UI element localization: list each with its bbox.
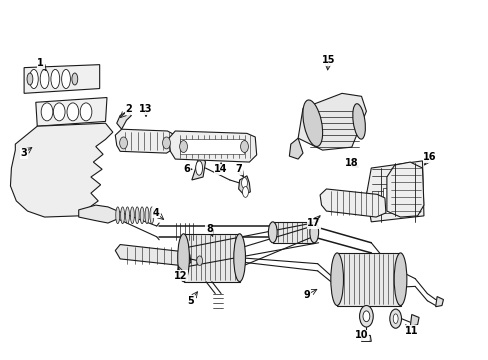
Ellipse shape <box>135 207 139 224</box>
Text: 2: 2 <box>125 104 132 114</box>
Text: 14: 14 <box>214 164 227 174</box>
Text: 13: 13 <box>139 104 152 114</box>
Ellipse shape <box>29 69 38 89</box>
Polygon shape <box>10 123 113 217</box>
Polygon shape <box>24 65 100 93</box>
Bar <box>383 188 411 213</box>
Text: 15: 15 <box>321 55 334 66</box>
Ellipse shape <box>150 207 154 224</box>
Ellipse shape <box>179 140 187 153</box>
Text: 11: 11 <box>404 325 417 336</box>
Ellipse shape <box>27 73 33 85</box>
Polygon shape <box>366 161 423 222</box>
Ellipse shape <box>51 69 60 89</box>
Bar <box>183 234 239 282</box>
Ellipse shape <box>242 186 248 197</box>
Text: 17: 17 <box>306 218 320 228</box>
Text: 9: 9 <box>303 290 310 300</box>
Ellipse shape <box>330 253 343 306</box>
Text: 6: 6 <box>183 164 190 174</box>
Ellipse shape <box>61 69 70 89</box>
Ellipse shape <box>240 140 248 153</box>
Ellipse shape <box>302 100 322 147</box>
Ellipse shape <box>233 234 245 282</box>
Ellipse shape <box>362 311 369 321</box>
Polygon shape <box>168 131 256 162</box>
Text: 12: 12 <box>174 271 187 281</box>
Polygon shape <box>79 205 118 223</box>
Ellipse shape <box>121 207 124 224</box>
Polygon shape <box>298 93 366 150</box>
Ellipse shape <box>309 222 318 243</box>
Polygon shape <box>435 297 443 307</box>
Text: 1: 1 <box>37 58 44 68</box>
Text: 10: 10 <box>354 330 367 341</box>
Ellipse shape <box>140 207 144 224</box>
Ellipse shape <box>130 207 134 224</box>
Polygon shape <box>409 315 418 327</box>
Ellipse shape <box>389 309 401 328</box>
Polygon shape <box>386 162 423 217</box>
Polygon shape <box>117 111 131 129</box>
Ellipse shape <box>352 104 365 139</box>
Polygon shape <box>115 129 176 153</box>
Ellipse shape <box>196 256 202 265</box>
Polygon shape <box>36 98 107 126</box>
Ellipse shape <box>120 137 127 149</box>
Ellipse shape <box>393 253 406 306</box>
Ellipse shape <box>359 306 372 327</box>
Text: 7: 7 <box>235 164 242 174</box>
Ellipse shape <box>72 73 78 85</box>
Ellipse shape <box>53 103 65 121</box>
Ellipse shape <box>177 234 189 282</box>
Text: 5: 5 <box>187 296 194 306</box>
Ellipse shape <box>41 103 53 121</box>
Ellipse shape <box>162 137 170 149</box>
Polygon shape <box>320 189 385 217</box>
Ellipse shape <box>40 69 49 89</box>
Ellipse shape <box>80 103 92 121</box>
Text: 3: 3 <box>20 148 27 158</box>
Bar <box>272 222 314 243</box>
Text: 16: 16 <box>422 152 436 162</box>
Bar <box>336 253 400 306</box>
Ellipse shape <box>145 207 149 224</box>
Ellipse shape <box>125 207 129 224</box>
Ellipse shape <box>392 314 397 323</box>
Polygon shape <box>115 244 190 266</box>
Polygon shape <box>191 157 205 180</box>
Ellipse shape <box>195 161 202 175</box>
Text: 18: 18 <box>344 158 358 168</box>
Ellipse shape <box>268 222 277 243</box>
Text: 4: 4 <box>152 208 159 218</box>
Polygon shape <box>289 138 303 159</box>
Polygon shape <box>361 336 370 341</box>
Bar <box>180 139 243 154</box>
Ellipse shape <box>116 207 120 224</box>
Polygon shape <box>238 176 250 194</box>
Text: 8: 8 <box>205 224 212 234</box>
Ellipse shape <box>241 177 247 188</box>
Ellipse shape <box>67 103 79 121</box>
